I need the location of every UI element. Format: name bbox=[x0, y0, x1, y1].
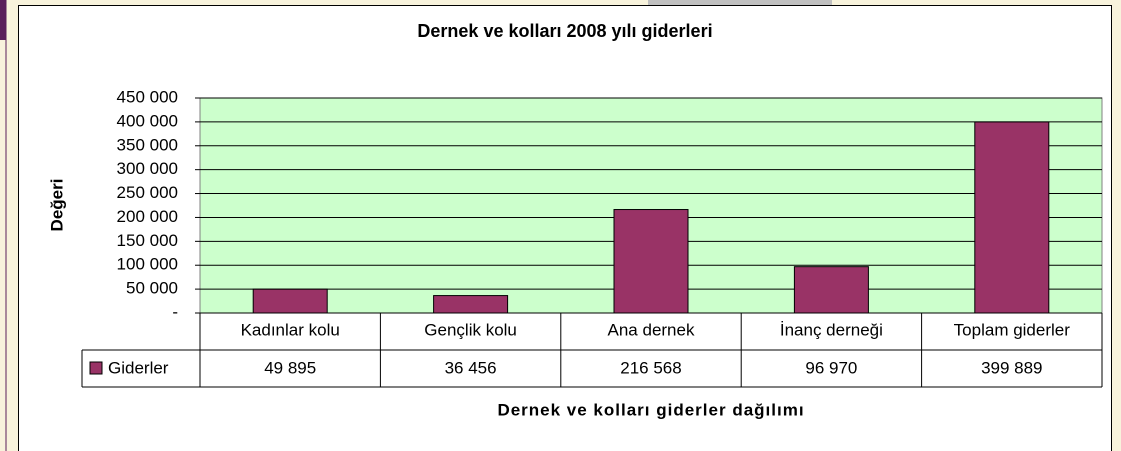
table-value: 216 568 bbox=[620, 358, 681, 377]
y-tick-label: 250 000 bbox=[117, 183, 178, 202]
x-tick-label: Kadınlar kolu bbox=[241, 320, 340, 339]
bar bbox=[613, 209, 689, 314]
y-tick-label: 200 000 bbox=[117, 207, 178, 226]
x-tick-label: Ana dernek bbox=[608, 320, 695, 339]
corner-mark bbox=[0, 0, 6, 40]
x-tick-label: Toplam giderler bbox=[954, 320, 1071, 339]
y-tick-label: 150 000 bbox=[117, 231, 178, 250]
chart-title: Dernek ve kolları 2008 yılı giderleri bbox=[417, 21, 712, 41]
x-axis-label: Dernek ve kolları giderler dağılımı bbox=[497, 400, 804, 419]
table-value: 96 970 bbox=[805, 358, 857, 377]
y-tick-label: 300 000 bbox=[117, 159, 178, 178]
table-value: 399 889 bbox=[981, 358, 1042, 377]
y-tick-label: 350 000 bbox=[117, 135, 178, 154]
y-tick-label: 50 000 bbox=[126, 279, 178, 298]
x-tick-label: İnanç derneği bbox=[780, 320, 883, 339]
bar bbox=[252, 288, 328, 314]
top-tab bbox=[648, 0, 832, 5]
y-tick-label: 100 000 bbox=[117, 255, 178, 274]
table-value: 36 456 bbox=[445, 358, 497, 377]
y-tick-label: - bbox=[172, 302, 178, 321]
bar bbox=[433, 295, 509, 314]
y-axis-label: Değeri bbox=[47, 179, 66, 232]
legend-key bbox=[89, 361, 103, 375]
bar bbox=[793, 266, 869, 314]
y-tick-label: 450 000 bbox=[117, 87, 178, 106]
bar bbox=[974, 121, 1050, 314]
table-value: 49 895 bbox=[264, 358, 316, 377]
x-tick-label: Gençlik kolu bbox=[424, 320, 517, 339]
legend-label: Giderler bbox=[108, 358, 169, 377]
y-tick-label: 400 000 bbox=[117, 111, 178, 130]
